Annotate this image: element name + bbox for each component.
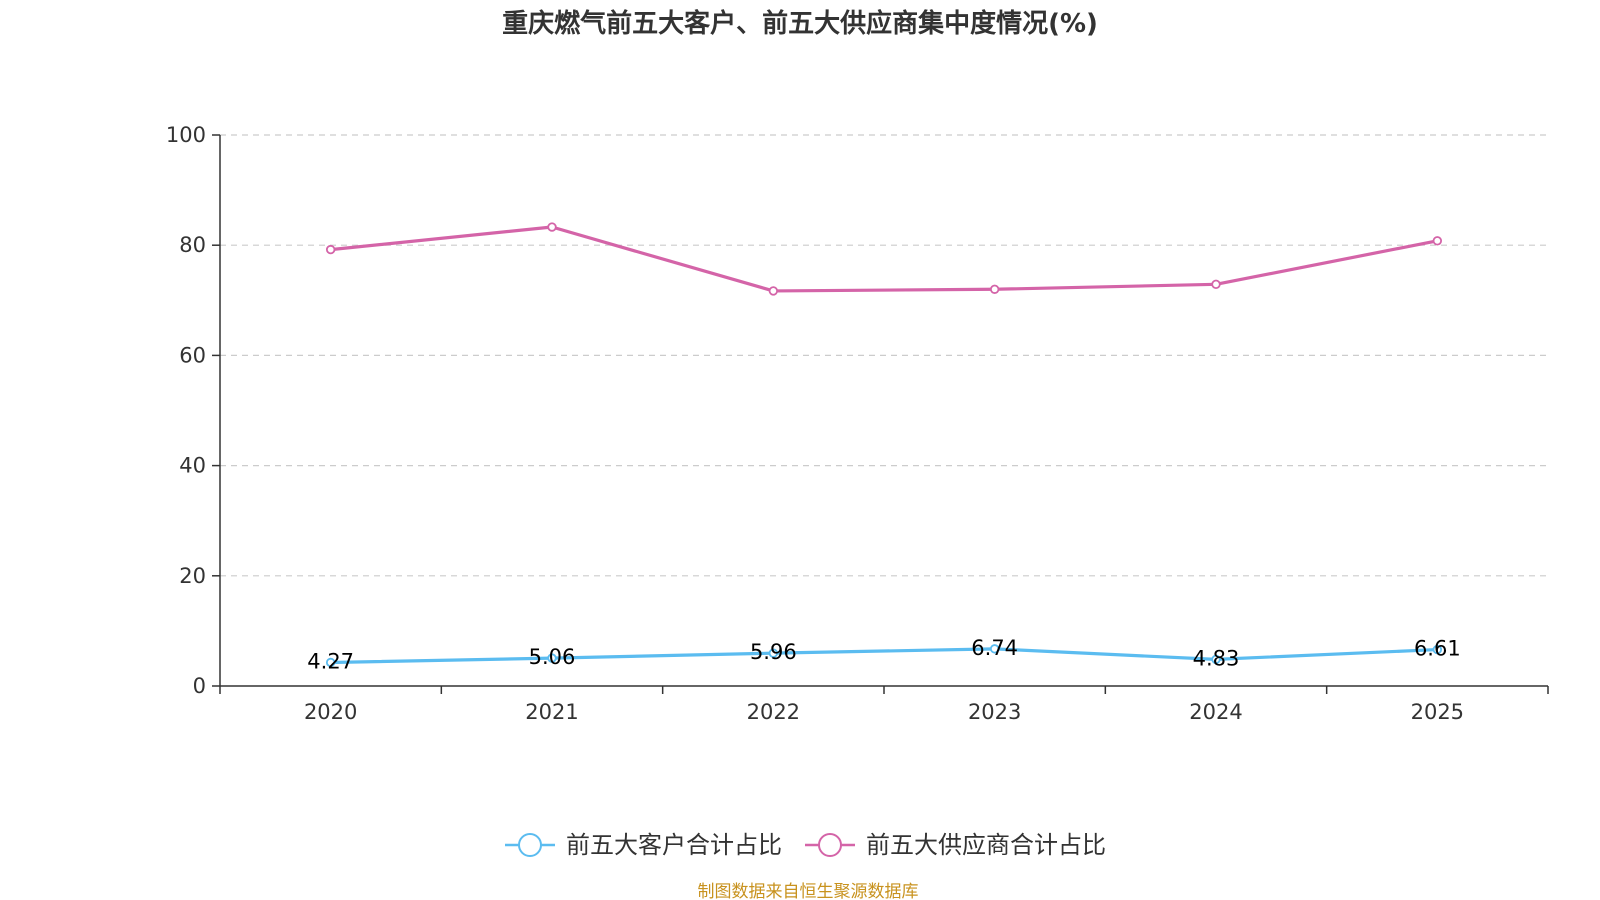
x-tick-label: 2023 [968,700,1021,724]
data-point-suppliers[interactable] [768,286,779,296]
data-label-customers: 6.61 [1414,637,1461,661]
data-point-suppliers[interactable] [1432,236,1443,246]
x-tick-label: 2025 [1411,700,1464,724]
x-tick-label: 2024 [1189,700,1242,724]
chart-title: 重庆燃气前五大客户、前五大供应商集中度情况(%) [502,8,1098,39]
data-labels: 4.27 5.06 5.96 6.74 4.83 6.61 [307,636,1460,674]
y-tick-label: 0 [193,674,206,698]
data-label-customers: 5.96 [750,640,797,664]
data-point-customers[interactable] [547,653,557,663]
data-point-customers[interactable] [989,644,1000,654]
legend-suppliers-marker [818,833,842,857]
y-tick-label: 60 [179,343,206,367]
y-tick-label: 20 [179,564,206,588]
series-line-customers [330,647,1438,665]
source-note: 制图数据来自恒生聚源数据库 [698,882,919,900]
data-point-suppliers[interactable] [547,222,557,232]
data-point-suppliers[interactable] [989,284,1000,294]
grid-lines [220,134,1548,577]
legend-suppliers-label: 前五大供应商合计占比 [866,831,1106,859]
data-label-customers: 5.06 [529,645,576,669]
data-point-customers[interactable] [1211,654,1221,665]
axes: 0 20 40 60 80 100 2020 2021 2022 2023 2024 2025 [166,123,1549,724]
y-tick-label: 80 [179,233,206,257]
legend-customers-label: 前五大客户合计占比 [566,831,782,859]
data-point-customers[interactable] [768,648,779,658]
data-point-suppliers[interactable] [1211,279,1221,290]
legend-item-customers[interactable]: 前五大客户合计占比 [505,831,782,859]
data-point-customers[interactable] [1432,644,1443,655]
data-point-suppliers[interactable] [325,244,336,255]
y-tick-label: 40 [179,454,206,478]
data-label-customers: 4.27 [307,649,354,673]
x-tick-label: 2021 [525,700,578,724]
legend[interactable]: 前五大客户合计占比 前五大供应商合计占比 [505,831,1106,859]
x-tick-label: 2020 [304,700,357,724]
x-tick-label: 2022 [747,700,800,724]
data-point-customers[interactable] [325,657,336,668]
y-tick-label: 100 [166,123,206,147]
series-line-suppliers [330,225,1438,293]
legend-item-suppliers[interactable]: 前五大供应商合计占比 [805,831,1106,859]
series-lines [325,222,1443,668]
legend-customers-marker [518,833,542,857]
data-label-customers: 6.74 [971,636,1018,660]
data-label-customers: 4.83 [1193,646,1240,670]
